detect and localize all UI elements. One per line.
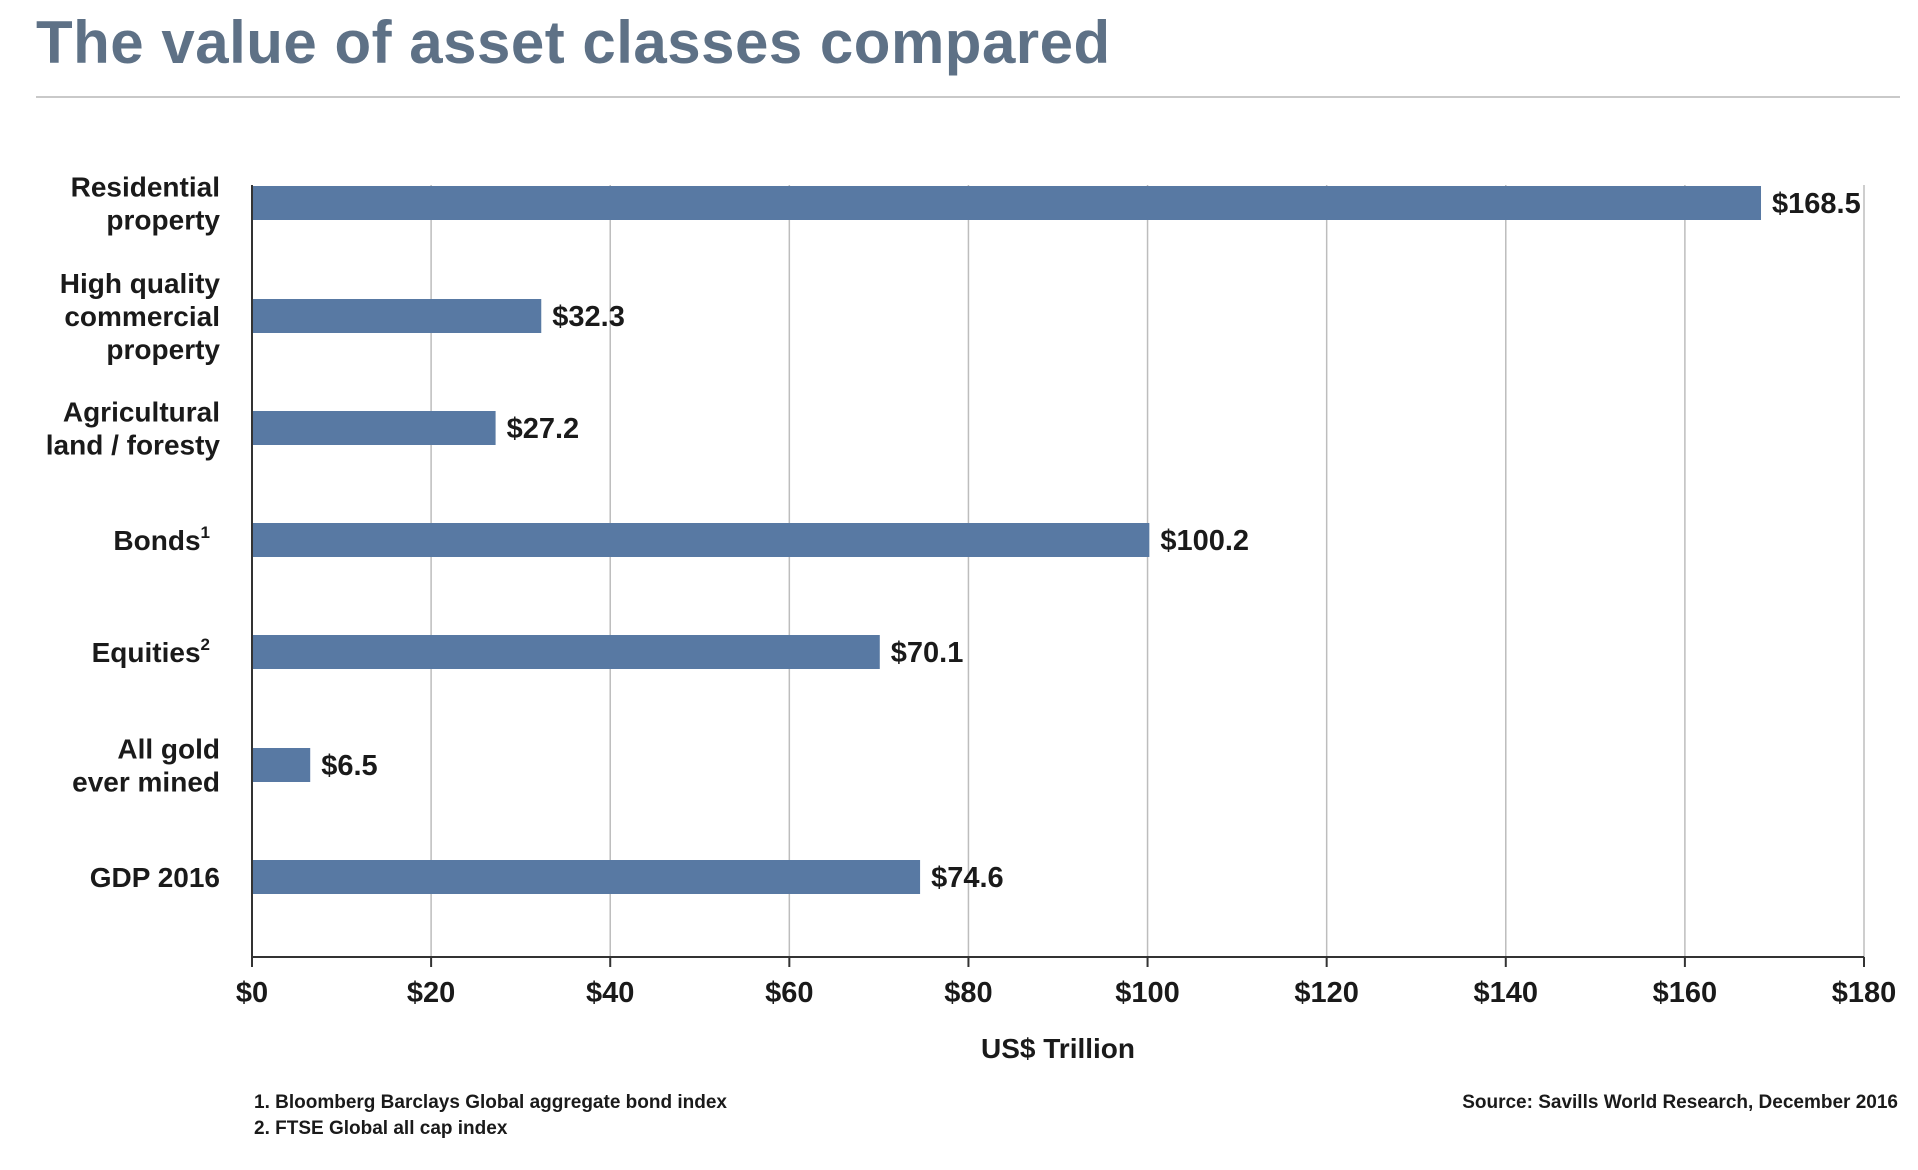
value-label-1: $32.3	[552, 301, 625, 333]
x-tick-label-7: $140	[1474, 977, 1539, 1009]
category-label-5: All gold ever mined	[72, 734, 220, 798]
bar-1	[253, 299, 542, 333]
bar-5	[253, 748, 311, 782]
category-label-1: High quality commercial property	[60, 268, 221, 365]
x-tick-label-4: $80	[944, 977, 992, 1009]
value-label-3: $100.2	[1160, 525, 1249, 557]
value-label-5: $6.5	[321, 750, 377, 782]
x-tick-label-8: $160	[1653, 977, 1718, 1009]
category-label-6: GDP 2016	[90, 862, 220, 893]
value-label-2: $27.2	[507, 413, 580, 445]
category-label-0: Residential property	[71, 172, 221, 236]
source-note: Source: Savills World Research, December…	[1462, 1090, 1898, 1116]
chart-title: The value of asset classes compared	[36, 9, 1111, 76]
title-divider	[36, 96, 1900, 98]
x-tick-label-9: $180	[1832, 977, 1897, 1009]
category-label-3: Bonds1	[113, 523, 210, 556]
x-tick-label-0: $0	[236, 977, 268, 1009]
footnotes: 1. Bloomberg Barclays Global aggregate b…	[254, 1090, 727, 1142]
bar-4	[253, 635, 880, 669]
x-tick-label-2: $40	[586, 977, 634, 1009]
footnote-2: 2. FTSE Global all cap index	[254, 1118, 508, 1139]
x-tick-label-1: $20	[407, 977, 455, 1009]
footnote-1: 1. Bloomberg Barclays Global aggregate b…	[254, 1092, 727, 1113]
x-tick-label-5: $100	[1115, 977, 1180, 1009]
bar-chart: $0 $20 $40 $60 $80 $100 $120 $140 $160 $180 US$ Tr…	[46, 172, 1897, 1065]
value-label-4: $70.1	[891, 637, 964, 669]
bar-6	[253, 860, 921, 894]
x-tick-label-6: $120	[1294, 977, 1359, 1009]
bar-3	[253, 523, 1150, 557]
category-label-4: Equities2	[92, 635, 210, 668]
category-label-2: Agricultural land / foresty	[46, 397, 221, 461]
bar-2	[253, 411, 496, 445]
value-label-6: $74.6	[931, 862, 1004, 894]
source-text: Source: Savills World Research, December…	[1462, 1092, 1898, 1113]
bar-0	[253, 186, 1762, 220]
x-tick-label-3: $60	[765, 977, 813, 1009]
x-axis-label: US$ Trillion	[981, 1033, 1135, 1064]
value-label-0: $168.5	[1772, 188, 1861, 220]
